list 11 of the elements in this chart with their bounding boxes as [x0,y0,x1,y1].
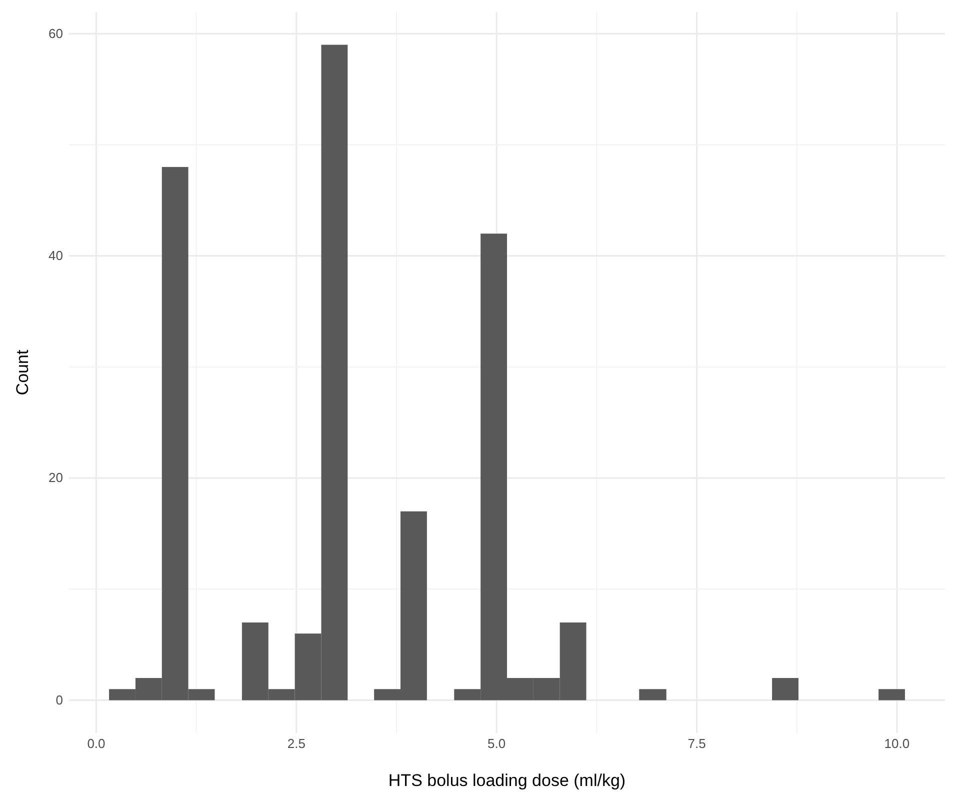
x-tick-label: 2.5 [287,736,306,752]
x-tick-label: 0.0 [87,736,106,752]
x-tick-label: 5.0 [488,736,506,752]
y-tick-label: 40 [48,248,63,264]
y-tick-label: 60 [48,26,63,41]
y-tick-label: 20 [48,470,63,486]
x-tick-label: 7.5 [688,736,706,752]
y-tick-label: 0 [56,692,63,708]
x-tick-label: 10.0 [884,736,910,752]
x-axis-title: HTS bolus loading dose (ml/kg) [388,771,626,790]
y-axis-title: Count [13,350,32,396]
